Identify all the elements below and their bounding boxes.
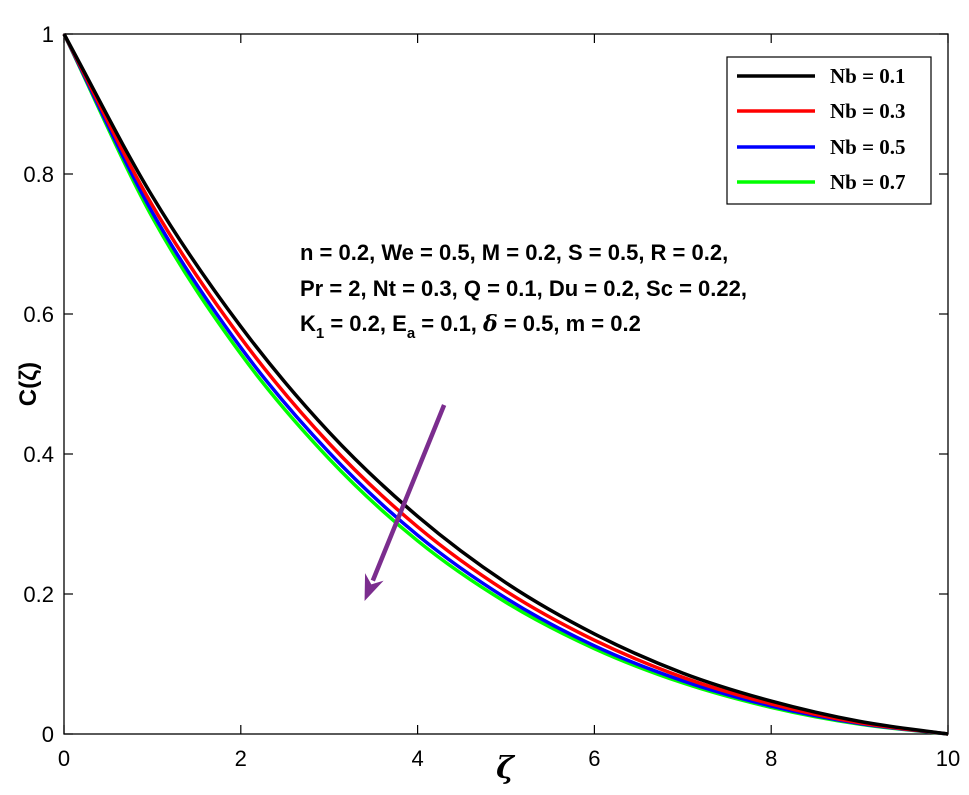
series-line-nb-0-3	[62, 33, 949, 736]
x-axis-label: ζ	[496, 751, 516, 786]
plot-frame	[63, 33, 949, 735]
params-line-1: n = 0.2, We = 0.5, M = 0.2, S = 0.5, R =…	[300, 240, 728, 265]
y-tick-label: 0.4	[23, 442, 54, 467]
param-e: E	[392, 311, 407, 336]
param-rest: = 0.5, m = 0.2	[498, 311, 641, 336]
x-tick-label: 8	[765, 746, 777, 771]
x-tick-label: 6	[588, 746, 600, 771]
legend-label-nb-0-7: Nb = 0.7	[830, 170, 906, 194]
y-tick-label: 0.8	[23, 162, 54, 187]
y-tick-label: 0.2	[23, 582, 54, 607]
x-tick-label: 0	[58, 746, 70, 771]
trend-arrow	[364, 404, 447, 601]
series-line-nb-0-5	[62, 33, 949, 736]
x-tick-label: 10	[936, 746, 960, 771]
parameter-annotation: n = 0.2, We = 0.5, M = 0.2, S = 0.5, R =…	[300, 240, 747, 342]
legend-label-nb-0-1: Nb = 0.1	[830, 64, 906, 88]
param-delta: δ	[482, 311, 498, 337]
trend-arrow-head	[364, 573, 384, 601]
params-line-3: K1 = 0.2, Ea = 0.1, δ = 0.5, m = 0.2	[300, 311, 641, 342]
y-tick-label: 0.6	[23, 302, 54, 327]
legend: Nb = 0.1 Nb = 0.3 Nb = 0.5 Nb = 0.7	[726, 56, 932, 205]
x-tick-label: 2	[235, 746, 247, 771]
legend-box	[726, 56, 932, 205]
y-tick-label: 1	[42, 22, 54, 47]
trend-arrow-shaft	[370, 404, 447, 582]
param-k-value: = 0.2,	[324, 311, 392, 336]
params-line-2: Pr = 2, Nt = 0.3, Q = 0.1, Du = 0.2, Sc …	[300, 276, 747, 301]
legend-label-nb-0-5: Nb = 0.5	[830, 135, 906, 159]
y-tick-label: 0	[42, 722, 54, 747]
param-k-subscript: 1	[316, 325, 324, 342]
x-tick-label: 4	[411, 746, 423, 771]
param-e-value: = 0.1,	[415, 311, 483, 336]
axis-ticks: 0 2 4 6 8 10 0 0.2 0.4 0.6 0.8 1	[23, 22, 960, 771]
param-k: K	[300, 311, 316, 336]
legend-label-nb-0-3: Nb = 0.3	[830, 99, 906, 123]
series-lines	[62, 33, 949, 736]
series-line-nb-0-1	[62, 33, 949, 736]
y-axis-label: C(ζ)	[15, 362, 42, 406]
param-e-subscript: a	[407, 325, 416, 342]
